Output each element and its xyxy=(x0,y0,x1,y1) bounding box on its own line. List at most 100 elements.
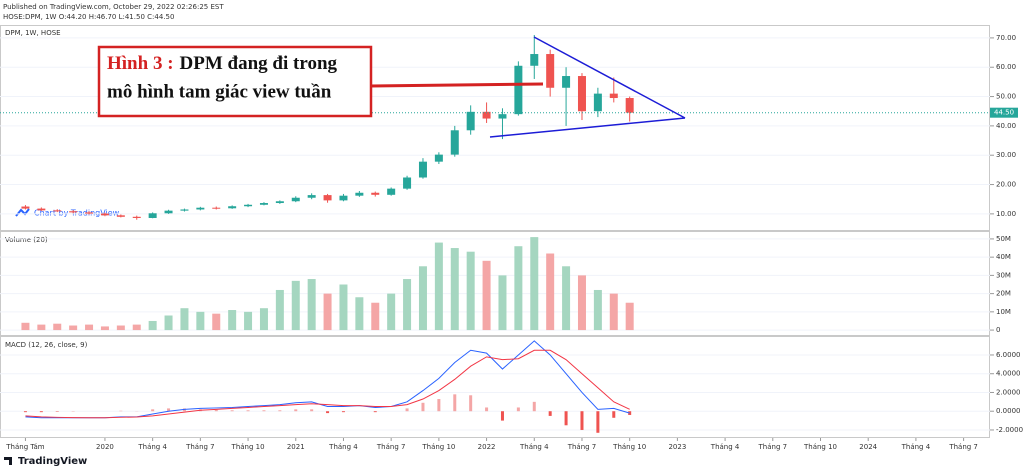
y-tick-label: 70.00 xyxy=(996,34,1016,42)
histogram-bar xyxy=(437,399,441,412)
footer-icon xyxy=(4,457,12,465)
candle-body xyxy=(546,54,555,88)
y-tick-label: 0 xyxy=(996,326,1000,334)
volume-bar xyxy=(577,275,586,331)
x-tick-label: Tháng 4 xyxy=(901,443,931,451)
volume-bar xyxy=(498,275,507,331)
volume-bar xyxy=(307,279,316,331)
histogram-bar xyxy=(230,410,234,412)
candle-body xyxy=(259,203,268,205)
histogram-bar xyxy=(453,394,457,412)
histogram-bar xyxy=(516,407,520,412)
marks: 10.00 20.00 30.00 40.00 50.00 60.00 70.00 44.50… xyxy=(0,34,1023,451)
volume-bar xyxy=(69,325,78,331)
candle-body xyxy=(323,195,332,201)
candle-body xyxy=(116,215,125,217)
x-tick-label: Tháng Tám xyxy=(5,443,45,451)
histogram-bar xyxy=(596,411,600,433)
candle-body xyxy=(180,209,189,211)
candle-body xyxy=(562,76,571,88)
last-price-label: 44.50 xyxy=(994,109,1014,117)
trend-line xyxy=(489,117,686,138)
candle-body xyxy=(403,177,412,189)
macd-pane xyxy=(0,336,990,438)
volume-bar xyxy=(625,302,634,331)
header-line: HOSE:DPM, 1W O:44.20 H:46.70 L:41.50 C:4… xyxy=(3,13,174,21)
candle-body xyxy=(466,111,475,131)
histogram-bar xyxy=(564,411,568,426)
x-tick-label: Tháng 7 xyxy=(567,443,597,451)
volume-bar xyxy=(530,237,539,331)
candle-body xyxy=(514,65,523,115)
histogram-bar xyxy=(341,411,345,413)
pointer-line xyxy=(369,82,544,88)
histogram-bar xyxy=(151,409,155,412)
volume-bar xyxy=(466,251,475,331)
volume-bar xyxy=(244,311,253,331)
candle-body xyxy=(355,192,364,196)
x-tick-label: 2020 xyxy=(96,443,114,451)
y-tick-label: 50M xyxy=(996,235,1011,243)
x-tick-label: 2023 xyxy=(668,443,686,451)
annotation-text: DPM đang đi trong xyxy=(180,53,338,74)
x-tick-label: Tháng 10 xyxy=(612,443,646,451)
x-tick-label: Tháng 10 xyxy=(421,443,455,451)
volume-bar xyxy=(291,280,300,331)
x-tick-label: Tháng 7 xyxy=(185,443,215,451)
candle-body xyxy=(212,207,221,209)
volume-bar xyxy=(132,324,141,331)
candle-body xyxy=(53,210,62,212)
x-tick-label: Tháng 7 xyxy=(948,443,978,451)
volume-bar xyxy=(37,324,46,331)
histogram-bar xyxy=(532,401,536,412)
histogram-bar xyxy=(405,408,409,412)
histogram-bar xyxy=(373,411,377,413)
volume-bar xyxy=(53,323,62,331)
histogram-bar xyxy=(500,411,504,421)
candle-body xyxy=(21,206,30,209)
y-tick-label: 40.00 xyxy=(996,122,1016,130)
volume-bar xyxy=(148,320,157,331)
histogram-bar xyxy=(294,409,298,412)
y-tick-label: 20M xyxy=(996,290,1011,298)
y-tick-label: 0.0000 xyxy=(996,407,1021,415)
candle-body xyxy=(625,98,634,113)
histogram-bar xyxy=(421,402,425,412)
histogram-bar xyxy=(485,407,489,412)
y-tick-label: 30M xyxy=(996,271,1011,279)
volume-bar xyxy=(387,293,396,331)
histogram-bar xyxy=(278,410,282,412)
volume-bar xyxy=(259,308,268,331)
histogram-bar xyxy=(262,410,266,412)
candle-body xyxy=(37,208,46,211)
histogram-bar xyxy=(214,409,218,412)
volume-bar xyxy=(514,246,523,331)
pane-title: DPM, 1W, HOSE xyxy=(5,29,61,37)
candle-body xyxy=(434,154,443,162)
x-tick-label: Tháng 10 xyxy=(231,443,265,451)
y-tick-label: -2.0000 xyxy=(996,426,1023,434)
y-tick-label: 40M xyxy=(996,253,1011,261)
histogram-bar xyxy=(23,411,27,413)
candle-body xyxy=(100,213,109,216)
histogram-bar xyxy=(580,411,584,430)
candle-body xyxy=(132,216,141,218)
watermark-icon xyxy=(15,208,30,217)
volume-pane xyxy=(0,231,990,336)
candle-body xyxy=(450,130,459,155)
volume-bar xyxy=(403,279,412,331)
last-price-tag xyxy=(990,107,1018,118)
y-tick-label: 60.00 xyxy=(996,63,1016,71)
x-tick-label: 2024 xyxy=(859,443,877,451)
volume-bar xyxy=(339,284,348,331)
macd-line xyxy=(25,340,630,419)
volume-bar xyxy=(116,325,125,331)
macd-line xyxy=(25,349,630,419)
candle-body xyxy=(275,201,284,204)
volume-bar xyxy=(21,322,30,331)
annotation-line: mô hình tam giác view tuần xyxy=(107,81,332,102)
volume-bar xyxy=(228,310,237,331)
histogram-bar xyxy=(39,411,43,413)
candle-body xyxy=(418,161,427,178)
